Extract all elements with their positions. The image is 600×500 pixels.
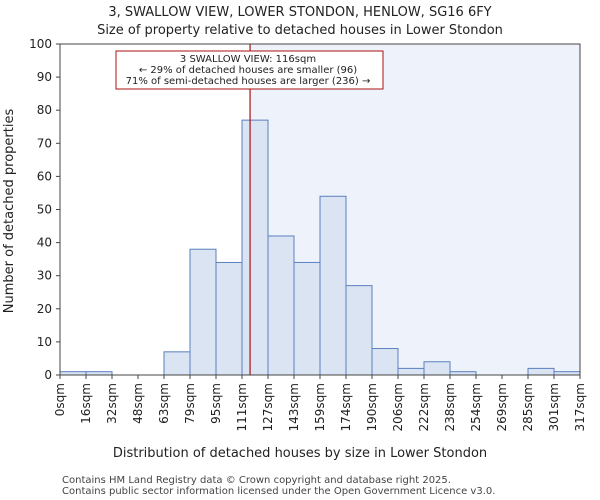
bar-79sqm	[189, 248, 217, 376]
x-tick-label-95sqm: 95sqm	[209, 383, 223, 424]
annotation-line-1: 3 SWALLOW VIEW: 116sqm	[180, 54, 316, 65]
bar-190sqm	[371, 348, 399, 376]
y-axis: 0 10 20 30 40 50 60 70 80 90 100	[29, 37, 60, 382]
y-tick-label-90: 90	[37, 70, 52, 84]
y-tick-label-30: 30	[37, 269, 52, 283]
x-axis: 0sqm 16sqm 32sqm 48sqm 63sqm 79sqm 95sqm 111sqm…	[53, 375, 587, 431]
annotation-frame	[115, 50, 384, 90]
bar-174sqm	[345, 285, 373, 376]
bar-63sqm	[163, 351, 191, 376]
bar-206sqm	[397, 367, 425, 376]
x-tick-label-63sqm: 63sqm	[157, 383, 171, 424]
bar-95sqm	[215, 261, 243, 376]
x-tick-label-143sqm: 143sqm	[287, 383, 301, 431]
x-tick-label-254sqm: 254sqm	[469, 383, 483, 431]
x-tick-label-206sqm: 206sqm	[391, 383, 405, 431]
y-tick-label-50: 50	[37, 203, 52, 217]
bar-159sqm	[319, 195, 347, 376]
x-tick-label-222sqm: 222sqm	[417, 383, 431, 431]
bars-group	[59, 119, 581, 376]
x-tick-label-317sqm: 317sqm	[573, 383, 587, 431]
x-tick-label-127sqm: 127sqm	[261, 383, 275, 431]
y-tick-label-100: 100	[29, 37, 52, 51]
y-tick-label-80: 80	[37, 103, 52, 117]
annotation-box: 3 SWALLOW VIEW: 116sqm ← 29% of detached…	[115, 50, 384, 90]
footer-line-2: Contains public sector information licen…	[62, 486, 495, 497]
footer-line-1: Contains HM Land Registry data © Crown c…	[62, 475, 451, 486]
y-tick-label-40: 40	[37, 236, 52, 250]
chart-title: 3, SWALLOW VIEW, LOWER STONDON, HENLOW, …	[108, 5, 491, 20]
x-tick-label-32sqm: 32sqm	[105, 383, 119, 424]
y-tick-label-0: 0	[44, 368, 52, 382]
chart-subtitle: Size of property relative to detached ho…	[97, 23, 503, 38]
bar-143sqm	[293, 261, 321, 376]
annotation-line-2: ← 29% of detached houses are smaller (96…	[139, 65, 357, 76]
x-tick-label-0sqm: 0sqm	[53, 383, 67, 416]
x-axis-label: Distribution of detached houses by size …	[113, 446, 487, 461]
x-tick-label-159sqm: 159sqm	[313, 383, 327, 431]
y-axis-label: Number of detached properties	[2, 109, 17, 314]
bar-127sqm	[267, 235, 295, 376]
x-tick-label-301sqm: 301sqm	[547, 383, 561, 431]
y-tick-label-60: 60	[37, 169, 52, 183]
bar-285sqm	[527, 367, 555, 376]
y-tick-label-20: 20	[37, 302, 52, 316]
bar-111sqm	[241, 119, 269, 376]
y-tick-label-70: 70	[37, 136, 52, 150]
x-tick-label-174sqm: 174sqm	[339, 383, 353, 431]
x-tick-label-48sqm: 48sqm	[131, 383, 145, 424]
x-tick-label-16sqm: 16sqm	[79, 383, 93, 424]
x-tick-label-285sqm: 285sqm	[521, 383, 535, 431]
x-tick-label-238sqm: 238sqm	[443, 383, 457, 431]
x-tick-label-269sqm: 269sqm	[495, 383, 509, 431]
x-tick-label-190sqm: 190sqm	[365, 383, 379, 431]
y-tick-label-10: 10	[37, 335, 52, 349]
x-tick-label-79sqm: 79sqm	[183, 383, 197, 424]
bar-222sqm	[423, 361, 451, 376]
x-tick-label-111sqm: 111sqm	[235, 383, 249, 431]
annotation-line-3: 71% of semi-detached houses are larger (…	[126, 76, 371, 87]
